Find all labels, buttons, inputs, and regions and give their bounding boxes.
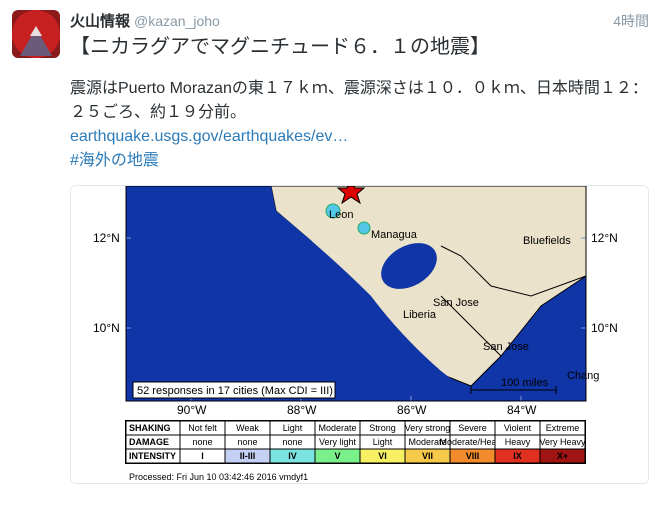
svg-text:84°W: 84°W xyxy=(507,403,537,417)
svg-text:Strong: Strong xyxy=(369,423,396,433)
svg-text:San Jose: San Jose xyxy=(433,297,479,309)
svg-text:SHAKING: SHAKING xyxy=(129,423,171,433)
svg-text:VII: VII xyxy=(422,451,433,461)
svg-text:VIII: VIII xyxy=(466,451,480,461)
hashtag-link[interactable]: #海外の地震 xyxy=(70,152,159,169)
tweet-header: 火山情報 @kazan_joho 4時間 xyxy=(70,10,649,31)
svg-text:Moderate: Moderate xyxy=(318,423,356,433)
svg-text:10°N: 10°N xyxy=(93,321,120,335)
svg-text:100 miles: 100 miles xyxy=(501,377,549,389)
svg-text:San Jose: San Jose xyxy=(483,341,529,353)
svg-text:I: I xyxy=(201,451,204,461)
svg-text:Leon: Leon xyxy=(329,209,353,221)
map-image: LeonManaguaBluefieldsSan JoseLiberiaSan … xyxy=(71,186,648,483)
svg-text:12°N: 12°N xyxy=(591,231,618,245)
svg-text:none: none xyxy=(192,437,212,447)
svg-text:DAMAGE: DAMAGE xyxy=(129,437,169,447)
svg-text:86°W: 86°W xyxy=(397,403,427,417)
svg-text:12°N: 12°N xyxy=(93,231,120,245)
svg-text:Not felt: Not felt xyxy=(188,423,217,433)
media-card[interactable]: LeonManaguaBluefieldsSan JoseLiberiaSan … xyxy=(70,185,649,484)
svg-text:IX: IX xyxy=(513,451,522,461)
svg-text:Extreme: Extreme xyxy=(546,423,580,433)
svg-text:Light: Light xyxy=(283,423,303,433)
avatar[interactable] xyxy=(12,10,60,58)
tweet: 火山情報 @kazan_joho 4時間 【ニカラグアでマグニチュード６．１の地… xyxy=(0,0,661,484)
svg-text:88°W: 88°W xyxy=(287,403,317,417)
tweet-title: 【ニカラグアでマグニチュード６．１の地震】 xyxy=(70,33,649,61)
svg-text:Very Heavy: Very Heavy xyxy=(539,437,586,447)
svg-text:VI: VI xyxy=(378,451,387,461)
svg-text:II-III: II-III xyxy=(240,451,256,461)
svg-text:Liberia: Liberia xyxy=(403,309,437,321)
svg-text:none: none xyxy=(237,437,257,447)
source-link[interactable]: earthquake.usgs.gov/earthquakes/ev… xyxy=(70,128,348,145)
svg-text:Severe: Severe xyxy=(458,423,487,433)
svg-text:X+: X+ xyxy=(557,451,568,461)
tweet-body: 震源はPuerto Morazanの東１７ｋｍ、震源深さは１０．０ｋｍ、日本時間… xyxy=(70,77,649,173)
svg-text:V: V xyxy=(334,451,340,461)
svg-text:10°N: 10°N xyxy=(591,321,618,335)
svg-text:Weak: Weak xyxy=(236,423,259,433)
display-name[interactable]: 火山情報 xyxy=(70,10,130,31)
svg-text:Heavy: Heavy xyxy=(505,437,531,447)
handle[interactable]: @kazan_joho xyxy=(134,13,220,29)
svg-text:Managua: Managua xyxy=(371,229,418,241)
svg-text:Processed: Fri Jun 10 03:42:46: Processed: Fri Jun 10 03:42:46 2016 vmdy… xyxy=(129,472,308,482)
svg-text:90°W: 90°W xyxy=(177,403,207,417)
svg-text:IV: IV xyxy=(288,451,297,461)
tweet-content: 火山情報 @kazan_joho 4時間 【ニカラグアでマグニチュード６．１の地… xyxy=(70,10,649,484)
time[interactable]: 4時間 xyxy=(613,11,649,31)
svg-text:Violent: Violent xyxy=(504,423,532,433)
svg-text:none: none xyxy=(282,437,302,447)
svg-text:Light: Light xyxy=(373,437,393,447)
svg-text:52 responses in 17 cities (Max: 52 responses in 17 cities (Max CDI = III… xyxy=(137,385,333,397)
svg-text:INTENSITY: INTENSITY xyxy=(129,451,176,461)
svg-text:Very strong: Very strong xyxy=(405,423,451,433)
body-text: 震源はPuerto Morazanの東１７ｋｍ、震源深さは１０．０ｋｍ、日本時間… xyxy=(70,80,648,121)
svg-text:Chang: Chang xyxy=(567,370,599,382)
svg-text:Very light: Very light xyxy=(319,437,357,447)
svg-text:Bluefields: Bluefields xyxy=(523,235,571,247)
